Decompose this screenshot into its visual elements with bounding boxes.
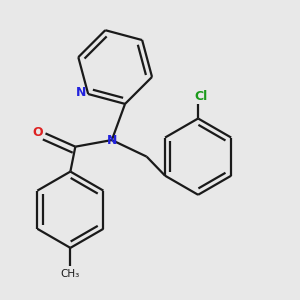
Text: O: O — [32, 126, 43, 139]
Text: N: N — [107, 134, 117, 146]
Text: Cl: Cl — [195, 90, 208, 103]
Text: N: N — [76, 86, 86, 99]
Text: CH₃: CH₃ — [61, 269, 80, 279]
